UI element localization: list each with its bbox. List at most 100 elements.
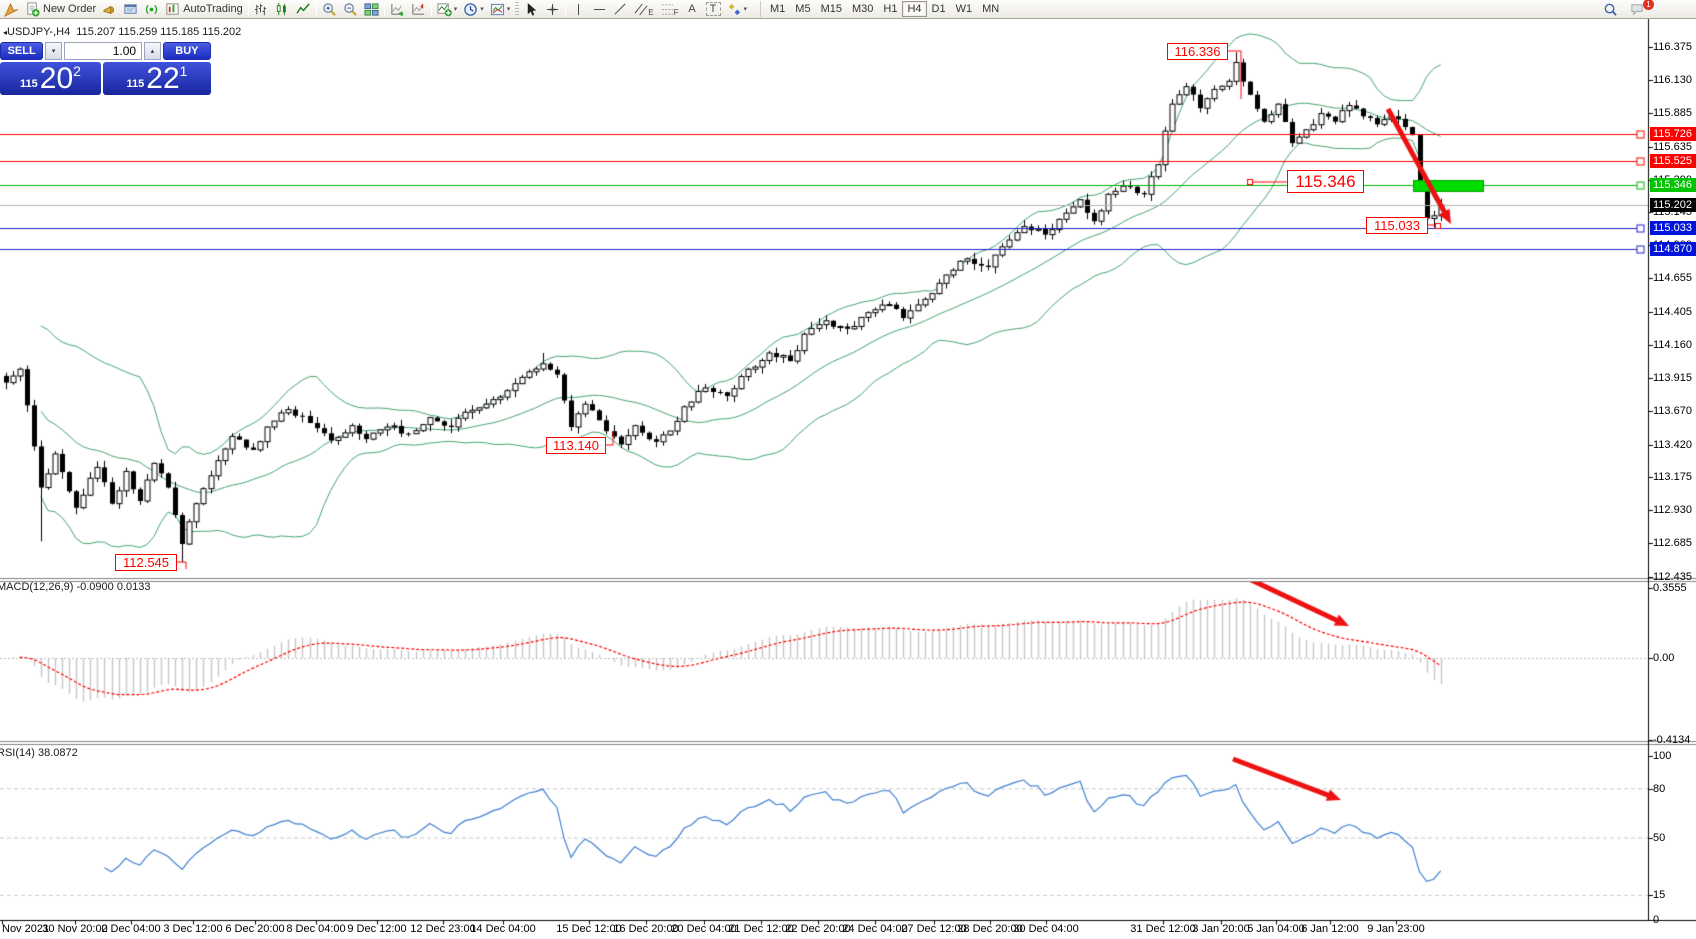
sell-button[interactable]: SELL [0, 42, 44, 60]
buy-button[interactable]: BUY [162, 42, 211, 60]
price-annotation[interactable]: 116.336 [1167, 43, 1228, 60]
templates-icon [490, 3, 504, 15]
macd-legend: MACD(12,26,9) -0.0900 0.0133 [0, 581, 151, 593]
spin-up-icon: ▴ [150, 48, 155, 55]
toolbar-divider [383, 1, 385, 17]
cursor-button[interactable] [521, 1, 542, 18]
tab-timeframe-MN[interactable]: MN [982, 3, 1000, 15]
price-annotation[interactable]: 112.545 [115, 554, 177, 571]
price-annotation[interactable]: 113.140 [546, 437, 606, 454]
tab-timeframe-M30[interactable]: M30 [851, 3, 874, 15]
rsi-legend: RSI(14) 38.0872 [0, 747, 78, 759]
macd-axis-label: 0.00 [1653, 652, 1675, 664]
zoom-in-button[interactable] [319, 1, 340, 18]
chevron-down-icon[interactable]: ▾ [453, 6, 458, 13]
auto-scroll-button[interactable] [387, 1, 408, 18]
price-axis-label: 115.885 [1653, 106, 1692, 119]
volume-decrease-button[interactable]: ▾ [45, 42, 63, 60]
chart-canvas[interactable] [0, 19, 1696, 939]
channel-button[interactable]: E [631, 1, 656, 18]
price-axis-label: 116.375 [1653, 41, 1692, 53]
tab-timeframe-M1[interactable]: M1 [770, 3, 786, 15]
search-icon [1604, 3, 1617, 16]
tab-timeframe-H1[interactable]: H1 [883, 3, 898, 15]
auto-scroll-icon [391, 3, 403, 16]
tile-windows-button[interactable] [361, 1, 382, 18]
chevron-down-icon[interactable]: ▾ [480, 6, 484, 13]
label-button[interactable]: T [703, 1, 724, 18]
price-badge: 115.202 [1650, 197, 1696, 212]
price-annotation[interactable]: 115.033 [1366, 217, 1428, 234]
price-badge: 115.346 [1650, 178, 1696, 193]
periods-button[interactable]: ▾ [460, 1, 487, 18]
crosshair-button[interactable] [542, 1, 563, 18]
volume-increase-button[interactable]: ▴ [144, 42, 161, 60]
chevron-down-icon[interactable]: ▾ [506, 6, 511, 13]
toolbar: New Order AutoTrading ▾ [0, 0, 1696, 19]
indicators-icon [437, 2, 452, 16]
notifications-button[interactable]: 1 [1627, 0, 1654, 18]
toolbar-divider [315, 1, 317, 17]
chart-overlays: 116.375116.130115.885115.635115.390115.1… [0, 19, 1696, 939]
buy-price-display[interactable]: 115 22 1 [103, 62, 211, 95]
price-badge: 115.033 [1650, 220, 1696, 235]
price-axis-label: 114.405 [1653, 306, 1692, 318]
templates-button[interactable]: ▾ [487, 1, 514, 18]
line-chart-button[interactable] [293, 1, 314, 18]
tab-timeframe-M5[interactable]: M5 [795, 3, 811, 15]
fibonacci-button[interactable]: F [657, 1, 682, 18]
horizontal-line-button[interactable] [589, 1, 610, 18]
app-arrow-icon [4, 2, 19, 17]
new-order-button[interactable]: New Order [22, 1, 99, 18]
autotrading-icon [166, 2, 179, 15]
price-axis-label: 116.130 [1653, 73, 1692, 86]
toolbar-divider [247, 1, 249, 17]
price-axis-label: 112.435 [1653, 571, 1692, 583]
sell-price-display[interactable]: 115 20 2 [0, 62, 101, 95]
text-button[interactable]: A [682, 1, 703, 18]
trendline-button[interactable] [610, 1, 631, 18]
macd-axis-label: 0.3555 [1653, 581, 1687, 594]
clock-icon [464, 2, 478, 16]
tab-timeframe-M15[interactable]: M15 [820, 3, 842, 15]
toolbar-grip[interactable] [515, 2, 520, 16]
rsi-axis-label: 100 [1653, 750, 1672, 762]
label-icon: T [705, 2, 721, 16]
chart-shift-button[interactable] [408, 1, 429, 18]
signals-button[interactable] [141, 1, 162, 18]
new-order-icon [27, 1, 40, 17]
bar-chart-button[interactable] [251, 1, 272, 18]
price-badge: 115.726 [1650, 127, 1696, 142]
sell-price-point: 2 [73, 63, 81, 79]
text-icon: A [688, 3, 696, 15]
price-axis-label: 114.160 [1653, 338, 1692, 351]
autotrading-button[interactable]: AutoTrading [162, 1, 246, 18]
chevron-down-icon[interactable]: ▾ [743, 6, 748, 13]
zoom-out-icon [343, 2, 357, 16]
price-axis-label: 115.635 [1653, 140, 1692, 153]
notification-count-badge: 1 [1643, 0, 1654, 10]
arrows-tool-button[interactable]: ▾ [724, 1, 751, 18]
vertical-line-button[interactable] [568, 1, 589, 18]
rsi-axis-label: 50 [1653, 832, 1666, 844]
alerts-button[interactable] [99, 1, 120, 18]
volume-input[interactable] [64, 42, 143, 60]
market-watch-button[interactable] [120, 1, 141, 18]
zoom-out-button[interactable] [340, 1, 361, 18]
chat-bubble-icon [1631, 4, 1643, 16]
indicators-button[interactable]: ▾ [434, 1, 461, 18]
sell-price-big-figure: 115 [20, 78, 38, 90]
price-axis-label: 112.930 [1653, 504, 1692, 517]
chart-title: USDJPY-,H4 115.207 115.259 115.185 115.2… [7, 26, 242, 38]
horn-icon [103, 5, 115, 14]
timeframe-group: M1 M5 M15 M30 H1 H4 D1 W1 MN [760, 1, 1004, 17]
tab-timeframe-D1[interactable]: D1 [931, 3, 946, 15]
price-annotation[interactable]: 115.346 [1287, 170, 1364, 193]
line-chart-icon [296, 2, 310, 14]
candlestick-button[interactable] [272, 1, 293, 18]
tab-timeframe-H4[interactable]: H4 [902, 1, 927, 17]
price-axis-label: 112.685 [1653, 537, 1692, 550]
tab-timeframe-W1[interactable]: W1 [955, 3, 973, 15]
search-button[interactable] [1600, 1, 1621, 18]
